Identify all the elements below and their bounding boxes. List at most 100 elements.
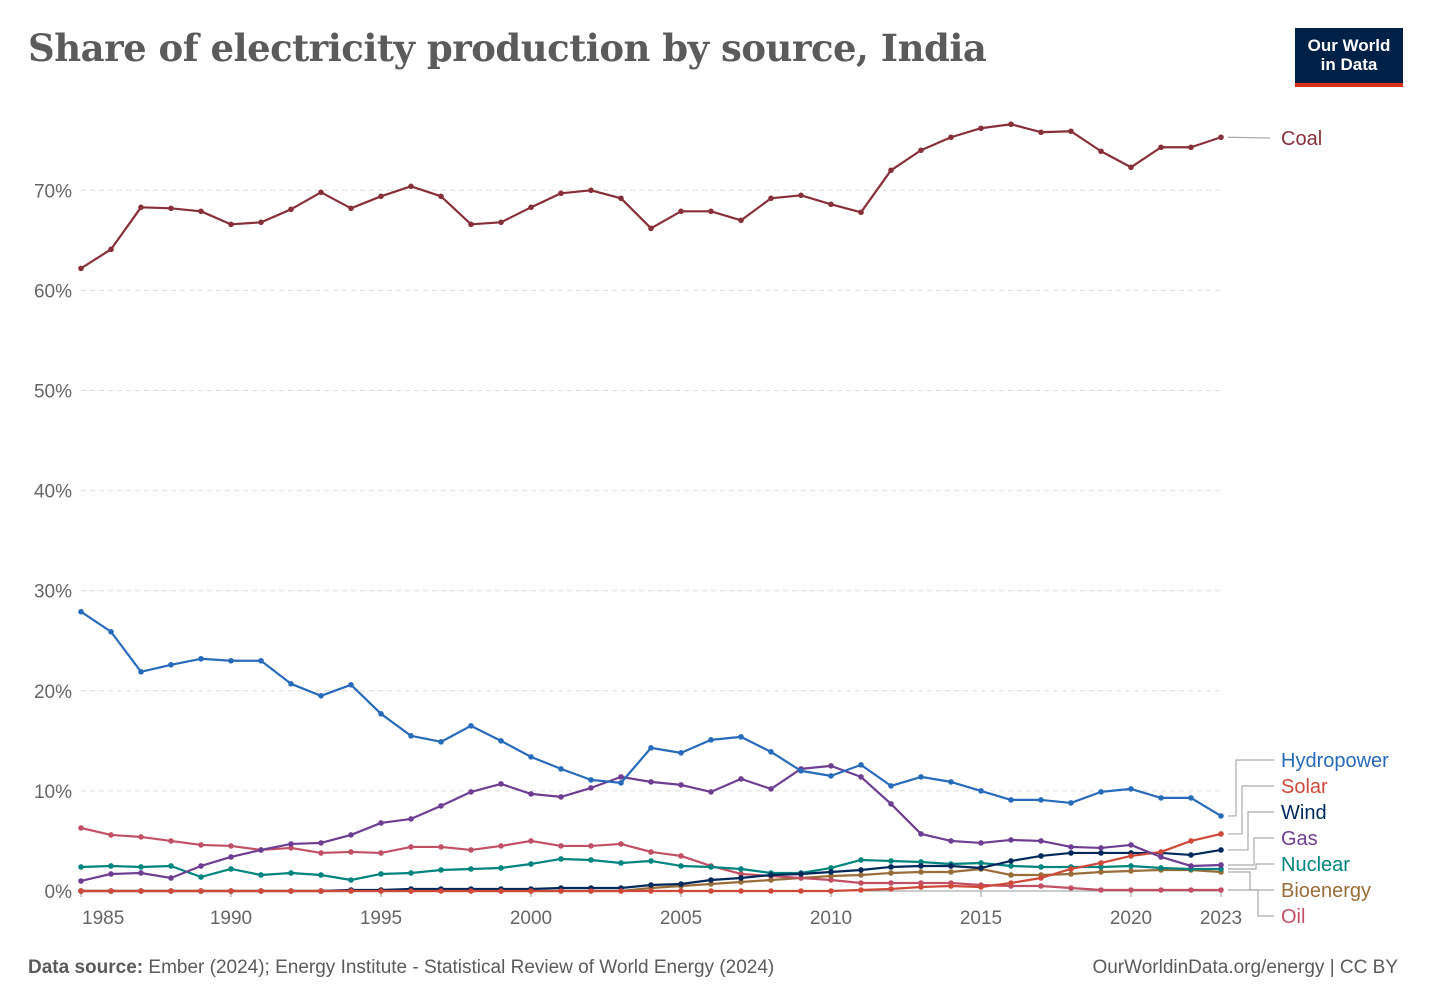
data-point[interactable] [978,865,984,871]
data-point[interactable] [708,789,714,795]
data-point[interactable] [228,866,234,872]
data-point[interactable] [708,208,714,215]
data-point[interactable] [768,195,774,202]
data-point[interactable] [888,870,894,876]
data-point[interactable] [558,856,564,862]
data-point[interactable] [78,608,84,615]
data-point[interactable] [888,783,894,789]
data-point[interactable] [888,801,894,807]
data-point[interactable] [228,854,234,860]
data-point[interactable] [1218,831,1224,837]
data-point[interactable] [798,192,804,199]
data-point[interactable] [918,147,924,154]
series-label-oil[interactable]: Oil [1281,906,1305,928]
data-point[interactable] [168,838,174,844]
data-point[interactable] [228,657,234,664]
data-point[interactable] [258,888,264,894]
data-point[interactable] [1068,800,1074,806]
data-point[interactable] [1098,850,1104,856]
data-point[interactable] [408,844,414,850]
data-point[interactable] [138,888,144,894]
data-point[interactable] [1008,880,1014,886]
data-point[interactable] [678,750,684,756]
data-point[interactable] [348,888,354,894]
data-point[interactable] [1188,144,1194,151]
data-point[interactable] [918,774,924,780]
data-point[interactable] [618,780,624,786]
data-point[interactable] [1008,797,1014,803]
data-point[interactable] [468,221,474,228]
data-point[interactable] [1038,883,1044,889]
data-point[interactable] [1218,813,1224,819]
data-point[interactable] [858,857,864,863]
data-point[interactable] [258,872,264,878]
data-point[interactable] [678,888,684,894]
data-point[interactable] [918,859,924,865]
data-point[interactable] [438,844,444,850]
data-point[interactable] [858,209,864,216]
data-point[interactable] [378,711,384,717]
owid-logo[interactable]: Our World in Data [1295,28,1403,87]
data-point[interactable] [798,871,804,877]
data-point[interactable] [618,888,624,894]
data-point[interactable] [1158,795,1164,801]
data-point[interactable] [1128,853,1134,859]
data-point[interactable] [708,881,714,887]
data-point[interactable] [558,766,564,772]
data-point[interactable] [648,745,654,751]
data-point[interactable] [528,204,534,211]
data-point[interactable] [468,866,474,872]
data-point[interactable] [738,217,744,224]
data-point[interactable] [318,850,324,856]
data-point[interactable] [498,219,504,226]
data-point[interactable] [138,864,144,870]
data-point[interactable] [738,888,744,894]
data-point[interactable] [378,820,384,826]
data-point[interactable] [408,183,414,190]
data-point[interactable] [1218,862,1224,868]
data-point[interactable] [348,681,354,688]
data-point[interactable] [768,749,774,755]
data-point[interactable] [918,863,924,869]
data-point[interactable] [1008,863,1014,869]
data-point[interactable] [588,777,594,783]
data-point[interactable] [1038,797,1044,803]
data-point[interactable] [288,870,294,876]
data-point[interactable] [678,782,684,788]
data-point[interactable] [1068,850,1074,856]
data-point[interactable] [648,849,654,855]
data-point[interactable] [1218,887,1224,893]
series-label-solar[interactable]: Solar [1281,776,1328,798]
data-point[interactable] [978,840,984,846]
data-point[interactable] [498,843,504,849]
data-point[interactable] [378,850,384,856]
series-label-hydropower[interactable]: Hydropower [1281,750,1389,772]
data-point[interactable] [168,875,174,881]
data-point[interactable] [918,831,924,837]
data-point[interactable] [1128,842,1134,848]
data-point[interactable] [1098,789,1104,795]
data-point[interactable] [738,866,744,872]
data-point[interactable] [348,205,354,212]
data-point[interactable] [1038,864,1044,870]
data-point[interactable] [738,875,744,881]
data-point[interactable] [708,864,714,870]
data-point[interactable] [888,886,894,892]
data-point[interactable] [888,864,894,870]
data-point[interactable] [168,863,174,869]
data-point[interactable] [228,888,234,894]
data-point[interactable] [558,794,564,800]
data-point[interactable] [948,134,954,141]
data-point[interactable] [828,873,834,879]
data-point[interactable] [1068,844,1074,850]
data-point[interactable] [258,219,264,226]
data-point[interactable] [1158,144,1164,151]
data-point[interactable] [588,785,594,791]
data-point[interactable] [1158,865,1164,871]
data-point[interactable] [228,221,234,228]
data-point[interactable] [138,834,144,840]
data-point[interactable] [1008,837,1014,843]
data-point[interactable] [1038,838,1044,844]
data-point[interactable] [738,734,744,740]
credit-link[interactable]: OurWorldinData.org/energy | CC BY [1092,957,1398,978]
